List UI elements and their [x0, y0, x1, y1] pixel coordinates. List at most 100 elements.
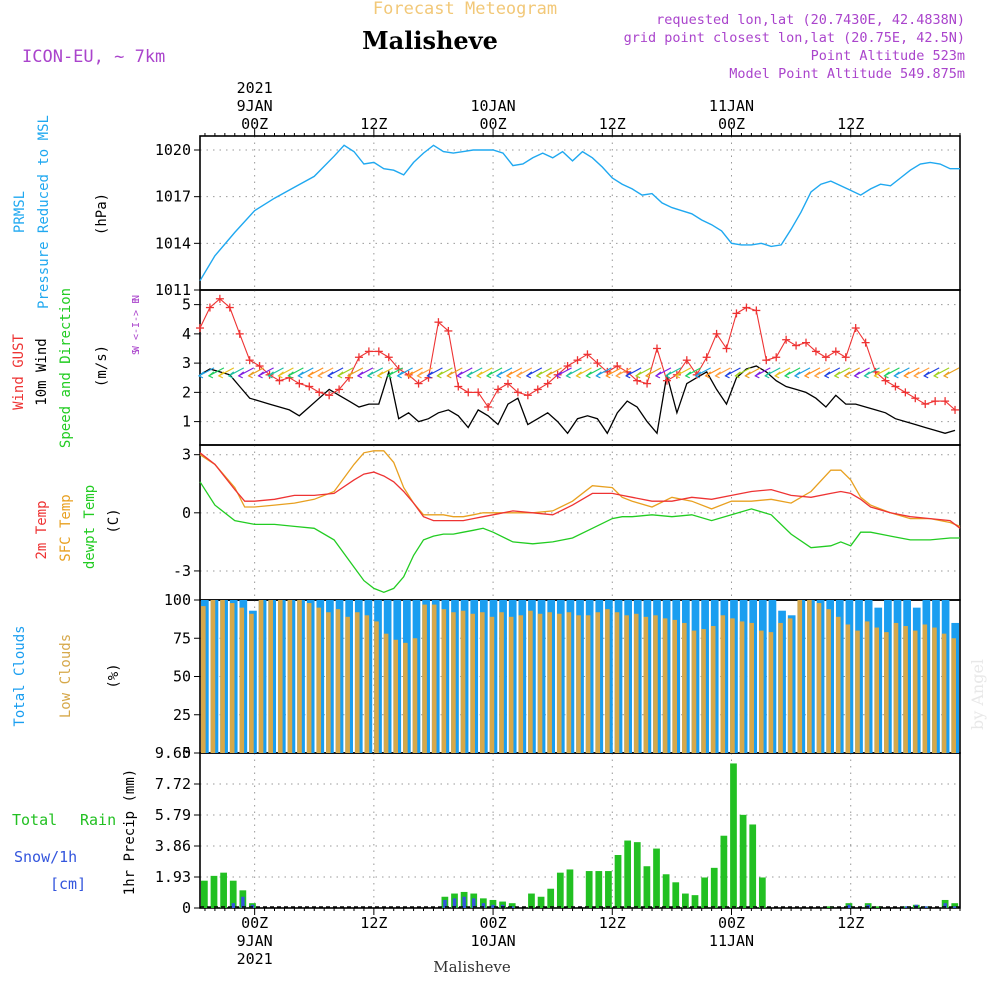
y-tick-label: 5.79 — [155, 806, 191, 824]
gust-marker — [732, 309, 741, 318]
wind-direction-arrow — [217, 367, 235, 379]
low-cloud-bar — [470, 613, 475, 753]
wind-direction-arrow — [466, 367, 483, 379]
wind-direction-arrow — [734, 367, 751, 379]
arrow-head — [724, 371, 731, 379]
low-cloud-bar — [884, 632, 889, 753]
arrow-head — [833, 371, 841, 379]
gust-marker — [245, 356, 254, 365]
arrow-head — [873, 371, 880, 379]
2m-temp-line — [199, 452, 961, 529]
time-label-top: 00Z — [241, 115, 268, 133]
gust-marker — [225, 303, 234, 312]
wind-direction-arrow — [883, 367, 900, 379]
gust-marker — [494, 385, 503, 394]
time-label-top: 12Z — [599, 115, 626, 133]
wind-direction-arrow — [227, 367, 245, 379]
wind-direction-arrow — [674, 367, 692, 379]
sfc-temp-line — [199, 450, 961, 528]
wind-direction-arrow — [942, 367, 960, 379]
arrow-head — [317, 371, 324, 379]
gust-marker — [364, 347, 373, 356]
arrow-head — [545, 371, 553, 379]
precip-rain-label: Rain — [80, 811, 116, 829]
wind-direction-arrow — [694, 367, 711, 379]
y-tick-label: 2 — [182, 383, 191, 401]
grid-point-lonlat: grid point closest lon,lat (20.75E, 42.5… — [624, 30, 965, 46]
gust-marker — [484, 402, 493, 411]
low-cloud-bar — [489, 616, 495, 753]
snow-bar — [943, 903, 947, 908]
arrow-head — [734, 371, 741, 379]
arrow-head — [287, 371, 294, 379]
wind-direction-arrow — [873, 367, 890, 379]
arrow-head — [654, 371, 662, 379]
cloud-labels: Total Clouds Low Clouds (%) — [12, 625, 122, 726]
low-cloud-bar — [277, 600, 283, 753]
arrow-head — [863, 371, 870, 379]
rain-bar — [643, 866, 651, 908]
wind-direction-arrow — [833, 367, 851, 379]
gust-marker — [881, 376, 890, 385]
gust-marker — [305, 382, 314, 391]
arrow-head — [356, 371, 364, 379]
requested-lonlat: requested lon,lat (20.7430E, 42.4838N) — [656, 12, 965, 28]
low-cloud-bar — [864, 621, 870, 753]
gust-marker — [255, 362, 264, 371]
arrow-head — [644, 371, 652, 379]
wind-direction-arrow — [933, 367, 950, 379]
panel-frame — [199, 289, 961, 446]
time-label-bottom: 00Z — [241, 914, 268, 932]
wind-labels: Wind GUST 10m Wind Speed and Direction (… — [11, 288, 142, 448]
gust-marker — [911, 394, 920, 403]
gust-marker — [384, 353, 393, 362]
y-tick-label: 5 — [182, 296, 191, 314]
rain-bar — [566, 869, 574, 908]
precip-total-label: Total — [12, 811, 57, 829]
arrow-head — [277, 371, 284, 379]
arrow-head — [923, 371, 930, 379]
wind-direction-arrow — [207, 367, 225, 379]
rain-bar — [633, 842, 641, 908]
arrow-head — [634, 371, 642, 379]
low-cloud-bar — [749, 622, 754, 753]
wind-direction-arrow — [505, 367, 523, 379]
wind-direction-arrow — [327, 367, 344, 379]
wind-direction-arrow — [247, 367, 264, 379]
rain-bar — [229, 880, 237, 908]
arrow-head — [267, 371, 274, 379]
gust-marker — [573, 356, 582, 365]
temp-sfc-label: SFC Temp — [58, 494, 74, 561]
time-label-top: 2021 — [237, 79, 273, 97]
rain-bar — [624, 840, 632, 908]
wind-direction-arrow — [615, 367, 632, 379]
low-cloud-bar — [306, 603, 312, 753]
low-cloud-bar — [335, 609, 341, 753]
gust-marker — [951, 405, 960, 414]
rain-bar — [951, 903, 959, 908]
arrow-head — [346, 371, 354, 379]
wind-gust-label: Wind GUST — [11, 334, 27, 410]
temp-labels: 2m Temp SFC Temp dewpt Temp (C) — [34, 485, 122, 569]
wind-direction-arrow — [664, 367, 682, 379]
low-cloud-bar — [787, 618, 793, 753]
low-clouds-label: Low Clouds — [58, 634, 74, 718]
gust-marker — [513, 388, 522, 397]
rain-bar — [739, 814, 747, 908]
wind-direction-arrow — [843, 367, 861, 379]
wind-direction-arrow — [515, 367, 533, 379]
arrow-head — [237, 371, 245, 379]
low-cloud-bar — [297, 600, 302, 753]
temp-unit-label: (C) — [106, 508, 122, 533]
compass-n: N — [131, 295, 142, 301]
wind-direction-arrow — [287, 367, 304, 379]
gust-marker — [841, 353, 850, 362]
snow-bar — [443, 899, 447, 908]
rain-bar — [653, 848, 660, 908]
low-cloud-bar — [239, 607, 245, 753]
time-label-bottom: 2021 — [237, 950, 273, 968]
low-cloud-bar — [258, 600, 264, 753]
10m-wind-line — [199, 365, 956, 435]
gust-marker — [762, 356, 771, 365]
